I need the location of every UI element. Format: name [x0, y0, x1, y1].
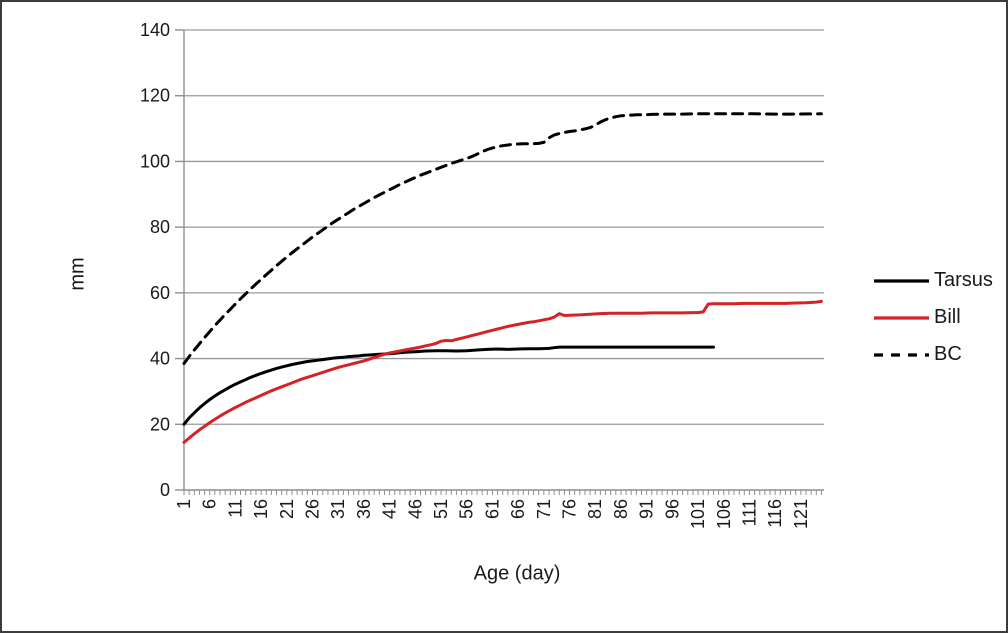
- svg-text:21: 21: [277, 499, 297, 519]
- legend-item-bc: BC: [874, 336, 993, 373]
- legend-item-bill: Bill: [874, 299, 993, 336]
- tarsus-line-sample-icon: [874, 278, 929, 283]
- y-axis-title: mm: [66, 257, 89, 291]
- legend: Tarsus Bill BC: [874, 262, 993, 373]
- legend-label-tarsus: Tarsus: [934, 269, 993, 291]
- legend-label-bill: Bill: [934, 306, 961, 328]
- svg-text:6: 6: [200, 499, 220, 509]
- svg-text:41: 41: [380, 499, 400, 519]
- legend-label-bc: BC: [934, 343, 962, 365]
- svg-text:31: 31: [328, 499, 348, 519]
- svg-text:76: 76: [560, 499, 580, 519]
- svg-text:20: 20: [150, 414, 170, 434]
- svg-text:11: 11: [225, 499, 245, 518]
- svg-text:111: 111: [739, 499, 759, 526]
- svg-text:80: 80: [150, 217, 170, 237]
- svg-text:116: 116: [765, 499, 785, 528]
- svg-text:81: 81: [585, 499, 605, 519]
- svg-text:0: 0: [160, 480, 170, 500]
- svg-text:36: 36: [354, 499, 374, 519]
- svg-text:120: 120: [140, 86, 170, 106]
- svg-text:1: 1: [174, 499, 194, 509]
- legend-item-tarsus: Tarsus: [874, 262, 993, 299]
- svg-text:91: 91: [637, 499, 657, 519]
- svg-text:71: 71: [534, 499, 554, 519]
- bill-line-sample-icon: [874, 315, 929, 320]
- svg-text:121: 121: [791, 499, 811, 529]
- svg-text:101: 101: [688, 499, 708, 529]
- svg-text:140: 140: [140, 20, 170, 40]
- svg-text:100: 100: [140, 151, 170, 171]
- svg-text:96: 96: [662, 499, 682, 519]
- svg-text:60: 60: [150, 283, 170, 303]
- bc-line-sample-icon: [874, 352, 929, 357]
- svg-text:51: 51: [431, 499, 451, 519]
- svg-text:56: 56: [457, 499, 477, 519]
- svg-text:61: 61: [482, 499, 502, 519]
- svg-text:26: 26: [303, 499, 323, 519]
- svg-text:106: 106: [714, 499, 734, 529]
- svg-text:66: 66: [508, 499, 528, 519]
- svg-text:86: 86: [611, 499, 631, 519]
- x-axis-title: Age (day): [473, 562, 561, 585]
- svg-text:40: 40: [150, 349, 170, 369]
- svg-text:16: 16: [251, 499, 271, 519]
- svg-text:46: 46: [405, 499, 425, 519]
